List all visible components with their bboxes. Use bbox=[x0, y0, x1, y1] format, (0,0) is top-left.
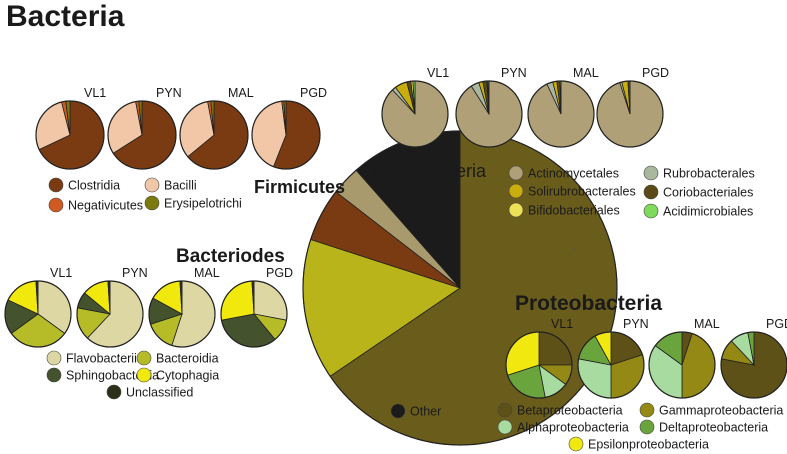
actinobacteria-legend-solirubrobacterales-label: Solirubrobacterales bbox=[528, 185, 636, 199]
proteobacteria-sample-pyn: PYN bbox=[623, 317, 649, 331]
firmicutes-legend-clostridia-swatch bbox=[48, 177, 64, 193]
firmicutes-pie-pyn-outline bbox=[107, 100, 177, 170]
bacteriodes-legend-sphingobacteriia-label: Sphingobacteriia bbox=[66, 369, 159, 383]
firmicutes-sample-mal: MAL bbox=[228, 86, 254, 100]
firmicutes-legend-clostridia-label: Clostridia bbox=[68, 179, 120, 193]
actinobacteria-legend-bifidobacteriales-label: Bifidobacteriales bbox=[528, 204, 620, 218]
proteobacteria-legend-epsilonproteobacteria-swatch bbox=[568, 436, 584, 452]
actinobacteria-label: Actinobacteria bbox=[372, 161, 487, 181]
firmicutes-pie-vl1-outline bbox=[35, 100, 105, 170]
proteobacteria-pie-mal-outline bbox=[648, 331, 716, 399]
proteobacteria-legend-epsilonproteobacteria-label: Epsilonproteobacteria bbox=[588, 438, 709, 452]
bacteriodes-pie-pgd-outline bbox=[220, 280, 288, 348]
actinobacteria-legend-coriobacteriales-swatch bbox=[643, 184, 659, 200]
bacteriodes-label: Bacteriodes bbox=[176, 246, 285, 267]
firmicutes-sample-vl1: VL1 bbox=[84, 86, 106, 100]
proteobacteria-sample-pgd: PGD bbox=[766, 317, 787, 331]
bacteriodes-pie-pgd-slice-flavobacteriia bbox=[253, 280, 288, 321]
actinobacteria-pie-mal-outline bbox=[527, 80, 595, 148]
firmicutes-legend-bacilli-swatch bbox=[144, 177, 160, 193]
firmicutes-legend-erysipelotrichi-swatch bbox=[144, 195, 160, 211]
firmicutes-legend-erysipelotrichi-label: Erysipelotrichi bbox=[164, 197, 242, 211]
actinobacteria-legend-coriobacteriales-label: Coriobacteriales bbox=[663, 186, 753, 200]
firmicutes-sample-pgd: PGD bbox=[300, 86, 327, 100]
actinobacteria-pie-vl1-outline bbox=[381, 80, 449, 148]
bacteriodes-sample-vl1: VL1 bbox=[50, 266, 72, 280]
proteobacteria-label: Proteobacteria bbox=[515, 292, 662, 315]
bacteriodes-legend-sphingobacteriia-swatch bbox=[46, 367, 62, 383]
stray-dot bbox=[574, 248, 576, 250]
proteobacteria-legend-alphaproteobacteria-label: Alphaproteobacteria bbox=[517, 421, 629, 435]
firmicutes-legend-bacilli-label: Bacilli bbox=[164, 179, 197, 193]
figure-title: Bacteria bbox=[6, 0, 125, 33]
bacteriodes-legend-bacteroidia-swatch bbox=[136, 350, 152, 366]
bacteriodes-pie-vl1-outline bbox=[4, 280, 72, 348]
legend-other-swatch bbox=[390, 403, 406, 419]
actinobacteria-legend-bifidobacteriales-swatch bbox=[508, 202, 524, 218]
firmicutes-pie-pgd-outline bbox=[251, 100, 321, 170]
bacteriodes-sample-mal: MAL bbox=[194, 266, 220, 280]
proteobacteria-legend-betaproteobacteria-swatch bbox=[497, 402, 513, 418]
firmicutes-pie-mal-outline bbox=[179, 100, 249, 170]
firmicutes-label: Firmicutes bbox=[254, 177, 345, 197]
actinobacteria-pie-pyn-outline bbox=[455, 80, 523, 148]
actinobacteria-legend-solirubrobacterales-swatch bbox=[508, 183, 524, 199]
actinobacteria-pie-pgd-outline bbox=[596, 80, 664, 148]
bacteriodes-legend-bacteroidia-label: Bacteroidia bbox=[156, 352, 219, 366]
actinobacteria-sample-pgd: PGD bbox=[642, 66, 669, 80]
bacteriodes-sample-pyn: PYN bbox=[122, 266, 148, 280]
firmicutes-sample-pyn: PYN bbox=[156, 86, 182, 100]
proteobacteria-legend-betaproteobacteria-label: Betaproteobacteria bbox=[517, 404, 623, 418]
bacteriodes-pie-mal-outline bbox=[148, 280, 216, 348]
actinobacteria-legend-actinomycetales-label: Actinomycetales bbox=[528, 167, 619, 181]
actinobacteria-sample-vl1: VL1 bbox=[427, 66, 449, 80]
proteobacteria-legend-gammaproteobacteria-label: Gammaproteobacteria bbox=[659, 404, 783, 418]
proteobacteria-pie-pyn-outline bbox=[577, 331, 645, 399]
proteobacteria-pie-pyn-slice-alphaproteobacteria bbox=[577, 358, 612, 399]
bacteriodes-legend-unclassified-swatch bbox=[106, 384, 122, 400]
firmicutes-legend-negativicutes-label: Negativicutes bbox=[68, 199, 143, 213]
actinobacteria-sample-mal: MAL bbox=[573, 66, 599, 80]
legend-other-label: Other bbox=[410, 405, 441, 419]
proteobacteria-sample-mal: MAL bbox=[694, 317, 720, 331]
actinobacteria-legend-rubrobacterales-label: Rubrobacterales bbox=[663, 167, 755, 181]
bacteriodes-legend-unclassified-label: Unclassified bbox=[126, 386, 193, 400]
proteobacteria-legend-alphaproteobacteria-swatch bbox=[497, 419, 513, 435]
proteobacteria-pie-pgd-outline bbox=[720, 331, 787, 399]
actinobacteria-legend-actinomycetales-swatch bbox=[508, 165, 524, 181]
bacteriodes-legend-cytophagia-swatch bbox=[136, 367, 152, 383]
bacteriodes-legend-cytophagia-label: Cytophagia bbox=[156, 369, 219, 383]
main-pie-outline bbox=[302, 130, 618, 446]
actinobacteria-legend-acidimicrobiales-swatch bbox=[643, 203, 659, 219]
bacteriodes-legend-flavobacteriia-label: Flavobacteriia bbox=[66, 352, 144, 366]
proteobacteria-sample-vl1: VL1 bbox=[551, 317, 573, 331]
bacteriodes-legend-flavobacteriia-swatch bbox=[46, 350, 62, 366]
proteobacteria-legend-deltaproteobacteria-swatch bbox=[639, 419, 655, 435]
actinobacteria-legend-acidimicrobiales-label: Acidimicrobiales bbox=[663, 205, 753, 219]
proteobacteria-pie-vl1-outline bbox=[505, 331, 573, 399]
actinobacteria-legend-rubrobacterales-swatch bbox=[643, 165, 659, 181]
bacteriodes-sample-pgd: PGD bbox=[266, 266, 293, 280]
actinobacteria-sample-pyn: PYN bbox=[501, 66, 527, 80]
bacteriodes-pie-pyn-outline bbox=[76, 280, 144, 348]
bacteriodes-pie-pgd-slice-cytophagia bbox=[220, 280, 255, 321]
proteobacteria-legend-gammaproteobacteria-swatch bbox=[639, 402, 655, 418]
proteobacteria-legend-deltaproteobacteria-label: Deltaproteobacteria bbox=[659, 421, 768, 435]
firmicutes-legend-negativicutes-swatch bbox=[48, 197, 64, 213]
